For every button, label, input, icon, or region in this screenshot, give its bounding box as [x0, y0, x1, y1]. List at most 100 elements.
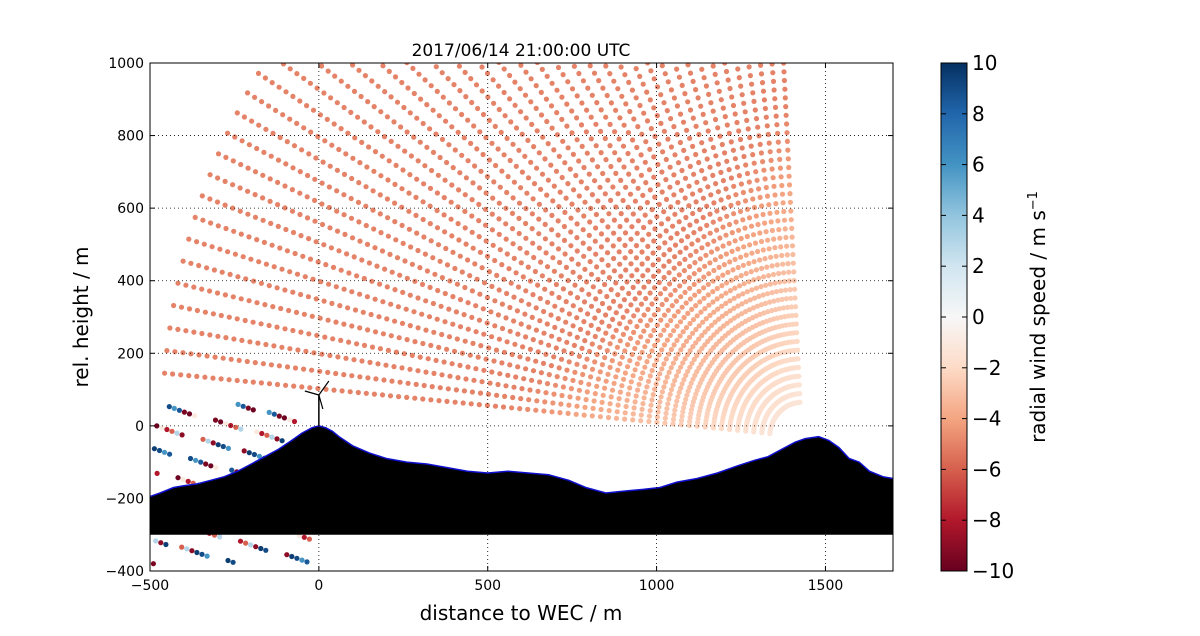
scan-point: [741, 100, 747, 106]
scan-point: [580, 371, 586, 378]
scan-point: [645, 378, 652, 384]
scan-point: [766, 246, 772, 252]
scan-point: [598, 244, 605, 250]
scan-point: [536, 201, 543, 207]
scan-point: [356, 219, 362, 225]
scan-point: [428, 83, 434, 89]
scan-point: [415, 158, 421, 164]
scan-point: [431, 329, 437, 335]
scan-point: [339, 388, 345, 394]
scan-point: [744, 289, 750, 295]
scan-point: [508, 280, 514, 286]
scan-point: [645, 267, 651, 273]
scan-point: [249, 118, 255, 124]
scan-point: [234, 316, 240, 322]
scan-point: [687, 414, 693, 421]
colorbar-tick-label: 4: [972, 203, 985, 227]
scan-point: [196, 352, 202, 358]
scan-point: [770, 78, 777, 84]
scan-point: [679, 304, 685, 310]
scan-point: [548, 162, 554, 168]
scan-point: [711, 200, 717, 206]
scan-point: [381, 377, 387, 383]
scan-point-noise: [158, 540, 164, 546]
y-tick-label: 1000: [108, 56, 144, 72]
scan-point: [678, 385, 684, 391]
scan-point: [608, 163, 614, 170]
scan-point: [658, 394, 664, 400]
scan-point: [641, 312, 647, 318]
scan-point: [294, 120, 300, 126]
scan-point: [484, 174, 490, 180]
scan-point: [334, 167, 340, 173]
scan-point: [230, 158, 236, 164]
scan-point: [366, 144, 372, 150]
scan-point: [479, 64, 485, 70]
scan-point: [657, 371, 663, 377]
scan-point: [638, 375, 644, 382]
scan-point: [727, 85, 733, 92]
scan-point: [588, 271, 595, 277]
scan-point: [756, 275, 762, 281]
scan-point: [419, 311, 425, 317]
x-axis-label: distance to WEC / m: [420, 601, 623, 625]
scan-point: [564, 101, 570, 107]
scan-point: [240, 254, 246, 260]
scan-point: [646, 167, 653, 173]
scan-point: [588, 322, 594, 328]
scan-point: [759, 80, 766, 86]
scan-point: [733, 275, 739, 281]
scan-point: [603, 157, 609, 163]
scan-point: [378, 173, 384, 179]
scan-point: [684, 392, 690, 398]
scan-point: [416, 71, 422, 77]
scan-point: [631, 405, 637, 411]
scan-point: [680, 360, 686, 366]
scan-point: [400, 167, 406, 173]
scan-point: [738, 83, 744, 89]
y-axis-label: rel. height / m: [69, 246, 93, 387]
scan-point: [457, 297, 464, 303]
scan-point: [344, 57, 349, 62]
scan-point: [523, 220, 529, 227]
scan-point: [642, 212, 648, 218]
scan-point: [478, 343, 484, 349]
scan-point: [498, 129, 504, 135]
chart-title: 2017/06/14 21:00:00 UTC: [412, 41, 631, 61]
scan-point: [602, 385, 608, 391]
scan-point: [595, 164, 601, 170]
scan-point: [611, 78, 617, 84]
scan-point: [738, 181, 745, 187]
scan-point: [594, 351, 600, 358]
scan-point: [775, 218, 781, 224]
scan-point: [587, 259, 593, 265]
scan-point-noise: [192, 413, 198, 419]
scan-point: [779, 182, 785, 189]
scan-point: [611, 380, 617, 386]
scan-point: [239, 337, 245, 343]
scan-point: [680, 329, 686, 335]
scan-point: [405, 380, 411, 386]
scan-point: [684, 127, 690, 133]
scan-point: [600, 170, 606, 177]
scan-point: [215, 333, 221, 339]
scan-point-noise: [156, 447, 163, 454]
scan-point: [548, 312, 554, 318]
scan-point: [531, 181, 538, 187]
scan-point: [551, 183, 557, 189]
scan-point: [538, 339, 544, 345]
scan-point: [252, 94, 258, 100]
scan-point: [754, 303, 761, 309]
scan-point: [315, 259, 321, 265]
scan-point: [341, 372, 347, 378]
scan-point: [372, 245, 378, 251]
scan-point: [360, 309, 366, 315]
scan-point: [435, 287, 441, 294]
scan-point: [492, 257, 498, 264]
scan-point: [574, 315, 580, 321]
scan-point: [605, 262, 611, 268]
scan-point: [363, 222, 369, 229]
scan-point: [304, 215, 311, 221]
scan-point: [188, 260, 194, 266]
scan-point: [750, 152, 756, 158]
